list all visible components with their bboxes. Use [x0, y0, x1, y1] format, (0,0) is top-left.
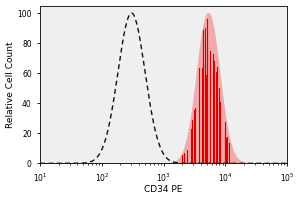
X-axis label: CD34 PE: CD34 PE: [144, 185, 183, 194]
Y-axis label: Relative Cell Count: Relative Cell Count: [6, 41, 15, 128]
